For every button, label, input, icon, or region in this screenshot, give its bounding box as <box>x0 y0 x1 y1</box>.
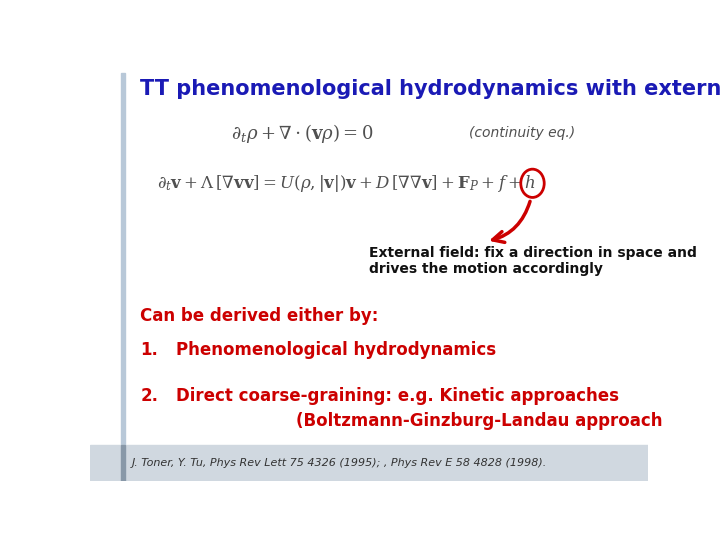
Text: (Boltzmann-Ginzburg-Landau approach: (Boltzmann-Ginzburg-Landau approach <box>297 412 663 430</box>
Text: (continuity eq.): (continuity eq.) <box>469 126 575 140</box>
Bar <box>121 446 125 481</box>
Text: External field: fix a direction in space and
drives the motion accordingly: External field: fix a direction in space… <box>369 246 697 276</box>
Text: Direct coarse-graining: e.g. Kinetic approaches: Direct coarse-graining: e.g. Kinetic app… <box>176 387 619 405</box>
Text: 1.: 1. <box>140 341 158 359</box>
Text: 2.: 2. <box>140 387 158 405</box>
Bar <box>90 446 648 481</box>
Bar <box>121 73 125 446</box>
Text: TT phenomenological hydrodynamics with external field: TT phenomenological hydrodynamics with e… <box>140 79 720 99</box>
Text: $\partial_t \mathbf{v} + \Lambda\,[\nabla\mathbf{v}\mathbf{v}] = U(\rho,|\mathbf: $\partial_t \mathbf{v} + \Lambda\,[\nabl… <box>158 173 536 194</box>
Text: Can be derived either by:: Can be derived either by: <box>140 307 379 326</box>
Text: $\partial_t \rho + \nabla \cdot (\mathbf{v}\rho) = 0$: $\partial_t \rho + \nabla \cdot (\mathbf… <box>231 122 373 145</box>
Text: Phenomenological hydrodynamics: Phenomenological hydrodynamics <box>176 341 497 359</box>
Text: J. Toner, Y. Tu, Phys Rev Lett 75 4326 (1995); , Phys Rev E 58 4828 (1998).: J. Toner, Y. Tu, Phys Rev Lett 75 4326 (… <box>132 458 547 468</box>
